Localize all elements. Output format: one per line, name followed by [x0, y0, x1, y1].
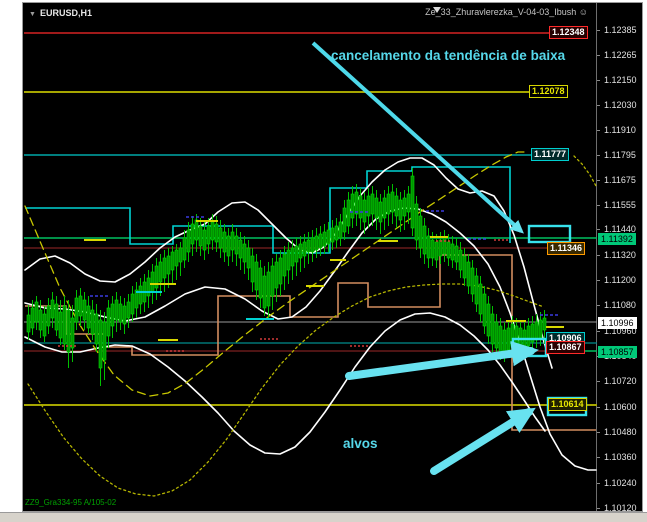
- axis-tick: [597, 130, 600, 131]
- axis-tick: [597, 432, 600, 433]
- axis-price-label: 1.11320: [604, 250, 636, 260]
- axis-price-label: 1.11795: [604, 150, 636, 160]
- indicator-title: Ze_33_Zhuravlerezka_V-04-03_Ibush ☺: [425, 7, 588, 17]
- axis-highlight-1.10857: 1.10857: [598, 346, 637, 358]
- chevron-down-icon[interactable]: ▼: [29, 11, 36, 18]
- axis-tick: [597, 381, 600, 382]
- axis-price-label: 1.10120: [604, 503, 637, 513]
- axis-tick: [597, 280, 600, 281]
- axis-price-label: 1.10240: [604, 478, 637, 488]
- axis-price-label: 1.11200: [604, 275, 636, 285]
- axis-price-label: 1.11910: [604, 125, 636, 135]
- axis-highlight-1.11392: 1.11392: [598, 233, 636, 245]
- axis-tick: [597, 105, 600, 106]
- symbol-period-title: ▼ EURUSD,H1: [29, 8, 92, 18]
- axis-tick: [597, 180, 600, 181]
- axis-tick: [597, 55, 600, 56]
- axis-price-label: 1.10720: [604, 376, 637, 386]
- time-marker-icon: [433, 7, 441, 13]
- axis-price-label: 1.10480: [604, 427, 637, 437]
- price-axis[interactable]: 1.12385 1.12265 1.12150 1.12030 1.11910 1.117…: [596, 3, 642, 513]
- axis-price-label: 1.12150: [604, 75, 637, 85]
- axis-price-label: 1.10600: [604, 402, 637, 412]
- axis-tick: [597, 229, 600, 230]
- axis-tick: [597, 155, 600, 156]
- axis-price-label: 1.11555: [604, 200, 636, 210]
- axis-price-label: 1.11675: [604, 175, 636, 185]
- smiley-icon: ☺: [578, 7, 588, 17]
- symbol-period-label: EURUSD,H1: [39, 8, 92, 18]
- axis-highlight-1.10996: 1.10996: [598, 317, 637, 329]
- axis-price-label: 1.10960: [604, 326, 637, 336]
- axis-tick: [597, 483, 600, 484]
- axis-tick: [597, 205, 600, 206]
- window-bottom-strip: [0, 512, 647, 522]
- axis-price-label: 1.11080: [604, 300, 636, 310]
- axis-tick: [597, 457, 600, 458]
- chart-window[interactable]: ▼ EURUSD,H1 Ze_33_Zhuravlerezka_V-04-03_I…: [22, 2, 643, 513]
- axis-tick: [597, 255, 600, 256]
- axis-tick: [597, 305, 600, 306]
- axis-price-label: 1.10360: [604, 452, 637, 462]
- axis-price-label: 1.11440: [604, 224, 636, 234]
- axis-tick: [597, 80, 600, 81]
- axis-tick: [597, 508, 600, 509]
- axis-tick: [597, 407, 600, 408]
- axis-price-label: 1.12030: [604, 100, 637, 110]
- axis-tick: [597, 30, 600, 31]
- axis-tick: [597, 331, 600, 332]
- axis-price-label: 1.12385: [604, 25, 637, 35]
- axis-price-label: 1.12265: [604, 50, 637, 60]
